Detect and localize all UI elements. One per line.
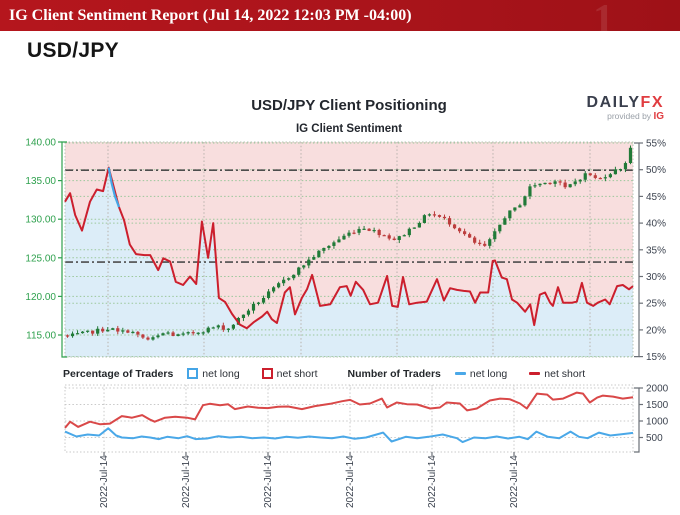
- percent-axis-label: 55%: [646, 139, 666, 150]
- dailyfx-logo: DAILYFX provided by IG: [586, 94, 664, 122]
- date-axis-label: 2022-Jul-14: [345, 455, 356, 508]
- report-title: IG Client Sentiment Report (Jul 14, 2022…: [9, 7, 412, 24]
- net-long-dash-icon: [454, 372, 466, 375]
- percent-axis-label: 20%: [646, 325, 666, 336]
- dailyfx-wordmark: DAILYFX: [586, 94, 664, 111]
- net-long-count-line: [64, 427, 634, 444]
- chart-legend: Percentage of Traders net long net short…: [63, 366, 637, 381]
- legend-pct-net-long: net long: [187, 368, 240, 380]
- percent-axis-label: 35%: [646, 245, 666, 256]
- date-axis-label: 2022-Jul-14: [263, 455, 274, 508]
- date-axis-label: 2022-Jul-14: [99, 455, 110, 508]
- banner-watermark-digit: 1: [593, 0, 614, 43]
- main-gridlines: [65, 142, 633, 358]
- report-banner: 1 IG Client Sentiment Report (Jul 14, 20…: [0, 0, 680, 43]
- ig-logo: IG: [653, 110, 664, 122]
- percent-axis-label: 15%: [646, 352, 666, 363]
- percent-axis-label: 45%: [646, 192, 666, 203]
- percent-axis-label: 30%: [646, 272, 666, 283]
- count-axis-label: 1500: [646, 400, 669, 411]
- date-axis-label: 2022-Jul-14: [427, 455, 438, 508]
- price-axis-label: 120.00: [25, 292, 56, 303]
- date-axis-label: 2022-Jul-14: [509, 455, 520, 508]
- percent-axis-label: 25%: [646, 299, 666, 310]
- date-axis: 2022-Jul-14 2022-Jul-14 2022-Jul-14 2022-Ju…: [99, 452, 520, 508]
- price-axis-label: 140.00: [25, 138, 56, 149]
- price-axis-label: 135.00: [25, 176, 56, 187]
- net-short-square-icon: [261, 368, 273, 379]
- percent-axis-label: 50%: [646, 165, 666, 176]
- price-axis-label: 115.00: [26, 331, 56, 342]
- main-chart: [64, 141, 634, 358]
- percent-axis-label: 40%: [646, 219, 666, 230]
- price-axis-label: 130.00: [25, 215, 56, 226]
- legend-pct-net-short: net short: [261, 368, 318, 380]
- provided-by-ig: provided by IG: [607, 110, 664, 122]
- traders-chart: [64, 384, 634, 453]
- net-short-count-line: [64, 391, 634, 429]
- count-axis-label: 1000: [646, 417, 669, 428]
- count-axis: 2000 1500 1000 500: [634, 384, 669, 453]
- dailyfx-fx: FX: [640, 94, 664, 111]
- net-short-dash-icon: [529, 372, 541, 375]
- price-axis-label: 125.00: [25, 253, 56, 264]
- count-axis-label: 2000: [646, 384, 669, 395]
- net-short-pct-line: [64, 166, 634, 330]
- net-long-pct-segment: [107, 167, 121, 208]
- candlestick-series: [65, 145, 633, 341]
- instrument-heading: USD/JPY: [27, 39, 119, 62]
- legend-group-number: Number of Traders: [347, 367, 441, 380]
- count-axis-label: 500: [646, 433, 663, 444]
- legend-group-percentage: Percentage of Traders: [63, 367, 174, 380]
- chart-subtitle: IG Client Sentiment: [295, 123, 403, 135]
- price-axis: 140.00 135.00 130.00 125.00 120.00 115.00: [25, 138, 67, 358]
- date-axis-label: 2022-Jul-14: [181, 455, 192, 508]
- net-long-square-icon: [187, 368, 199, 379]
- legend-num-net-short: net short: [529, 368, 585, 380]
- percent-axis: 55% 50% 45% 40% 35% 30% 25% 20% 15%: [634, 139, 666, 363]
- chart-title: USD/JPY Client Positioning: [251, 97, 447, 114]
- legend-num-net-long: net long: [454, 368, 507, 380]
